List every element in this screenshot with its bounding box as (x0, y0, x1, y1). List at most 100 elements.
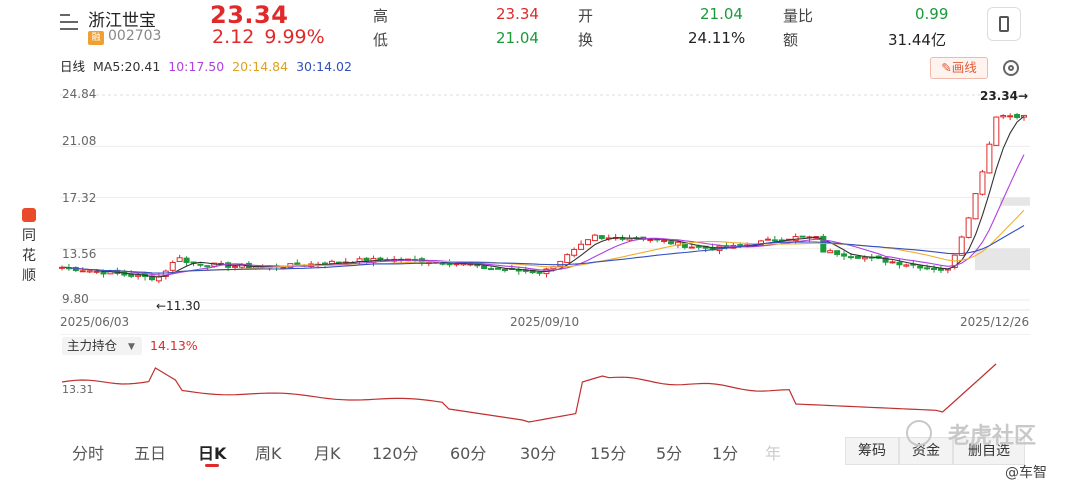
candle-body (771, 239, 778, 242)
candle-body (668, 241, 675, 245)
candle-body (834, 250, 841, 255)
candle-body (827, 250, 834, 254)
candle-body (183, 257, 190, 263)
fund-holding-line (61, 363, 997, 423)
candle-body (501, 268, 508, 271)
candle-body (204, 265, 211, 268)
candle-body (584, 239, 591, 246)
ma20-line (61, 209, 1025, 274)
candle-body (1007, 115, 1014, 118)
volume-ratio-value: 0.99 (915, 5, 949, 23)
active-tab-underline (205, 464, 219, 467)
tab-weekly-k[interactable]: 周K (255, 444, 282, 463)
low-label: 低 (373, 31, 389, 49)
candle-body (197, 263, 204, 266)
candle-body (280, 266, 287, 269)
tab-1min[interactable]: 1分 (712, 444, 739, 463)
chip-button[interactable]: 筹码 (845, 437, 899, 465)
tab-120min[interactable]: 120分 (372, 444, 419, 463)
candle-body (515, 269, 522, 272)
candle-body (232, 265, 239, 268)
candle-body (972, 193, 979, 220)
candle-body (481, 264, 488, 270)
indicator-selector[interactable] (62, 337, 142, 355)
candle-body (799, 235, 806, 238)
candle-body (979, 171, 986, 195)
settings-icon[interactable] (1003, 60, 1019, 76)
chevron-down-icon: ▼ (128, 342, 135, 352)
candle-body (86, 270, 93, 273)
ma5-line (61, 115, 1025, 278)
stock-code: 002703 (108, 28, 162, 44)
menu-icon[interactable] (60, 14, 80, 32)
candle-body (647, 239, 654, 242)
ma30-value: 30:14.02 (296, 59, 352, 74)
candle-body (591, 234, 598, 242)
kline-chart[interactable]: 24.84 21.08 17.32 13.56 9.80 ←11.30 23.3… (0, 84, 1080, 334)
tab-year[interactable]: 年 (765, 444, 782, 463)
watermark-icon (906, 420, 932, 446)
period-label: 日线 (60, 59, 86, 74)
tab-monthly-k[interactable]: 月K (314, 444, 341, 463)
open-value: 21.04 (700, 5, 743, 23)
candle-body (903, 264, 910, 267)
tab-five-day[interactable]: 五日 (134, 444, 167, 463)
high-label: 高 (373, 7, 389, 25)
price-change: 2.12 9.99% (212, 26, 335, 48)
logo-char-2: 花 (22, 248, 36, 264)
candle-body (931, 267, 938, 270)
candle-body (889, 261, 896, 264)
x-date-label: 2025/09/10 (510, 315, 579, 329)
phone-view-button[interactable] (987, 7, 1021, 41)
candle-body (176, 257, 183, 262)
y-tick-label: 13.56 (62, 247, 96, 261)
tab-intraday[interactable]: 分时 (72, 444, 105, 463)
candle-body (169, 261, 176, 271)
x-date-label: 2025/12/26 (960, 315, 1029, 329)
candle-body (986, 143, 993, 174)
amount-value: 31.44亿 (888, 31, 946, 49)
candle-body (764, 238, 771, 241)
candle-body (162, 270, 169, 277)
tab-daily-k[interactable]: 日K (198, 444, 227, 463)
logo-icon (22, 208, 36, 222)
y-tick-label: 24.84 (62, 87, 96, 101)
candle-body (993, 116, 1000, 146)
x-date-label: 2025/06/03 (60, 315, 129, 329)
candle-body (557, 260, 564, 267)
tab-15min[interactable]: 15分 (590, 444, 627, 463)
indicator-y-tick: 13.31 (62, 383, 94, 396)
stock-name: 浙江世宝 (88, 11, 156, 31)
candle-body (965, 217, 972, 238)
remove-watchlist-button[interactable]: 删自选 (953, 437, 1025, 465)
tab-60min[interactable]: 60分 (450, 444, 487, 463)
fund-holding-chart[interactable]: 主力持仓 ▼ 14.13% 13.31 (0, 334, 1080, 430)
logo-char-1: 同 (22, 228, 36, 244)
author-tag: @车智 (1005, 465, 1047, 481)
tab-5min[interactable]: 5分 (656, 444, 683, 463)
candle-body (924, 267, 931, 270)
high-value: 23.34 (496, 5, 539, 23)
candle-body (847, 256, 854, 259)
candle-body (737, 244, 744, 247)
current-price: 23.34 (210, 1, 289, 29)
candle-body (695, 245, 702, 248)
watermark-text: 老虎社区 (948, 424, 1037, 449)
candle-body (861, 256, 868, 260)
candle-body (135, 274, 142, 277)
volume-ratio-label: 量比 (783, 7, 814, 25)
candle-body (79, 270, 86, 273)
candle-body (93, 270, 100, 273)
ma30-line (61, 225, 1025, 274)
candle-body (958, 236, 965, 256)
candle-body (917, 265, 924, 269)
chip-zone (975, 248, 1030, 271)
draw-line-button[interactable]: ✎画线 (930, 57, 988, 79)
quote-header: 浙江世宝 融 002703 23.34 2.12 9.99% 高 23.34 低 … (0, 0, 1080, 52)
margin-badge: 融 (88, 31, 104, 45)
candle-body (820, 235, 827, 253)
chip-zone (1000, 197, 1030, 206)
tab-30min[interactable]: 30分 (520, 444, 557, 463)
candle-body (854, 255, 861, 259)
candle-body (841, 253, 848, 257)
